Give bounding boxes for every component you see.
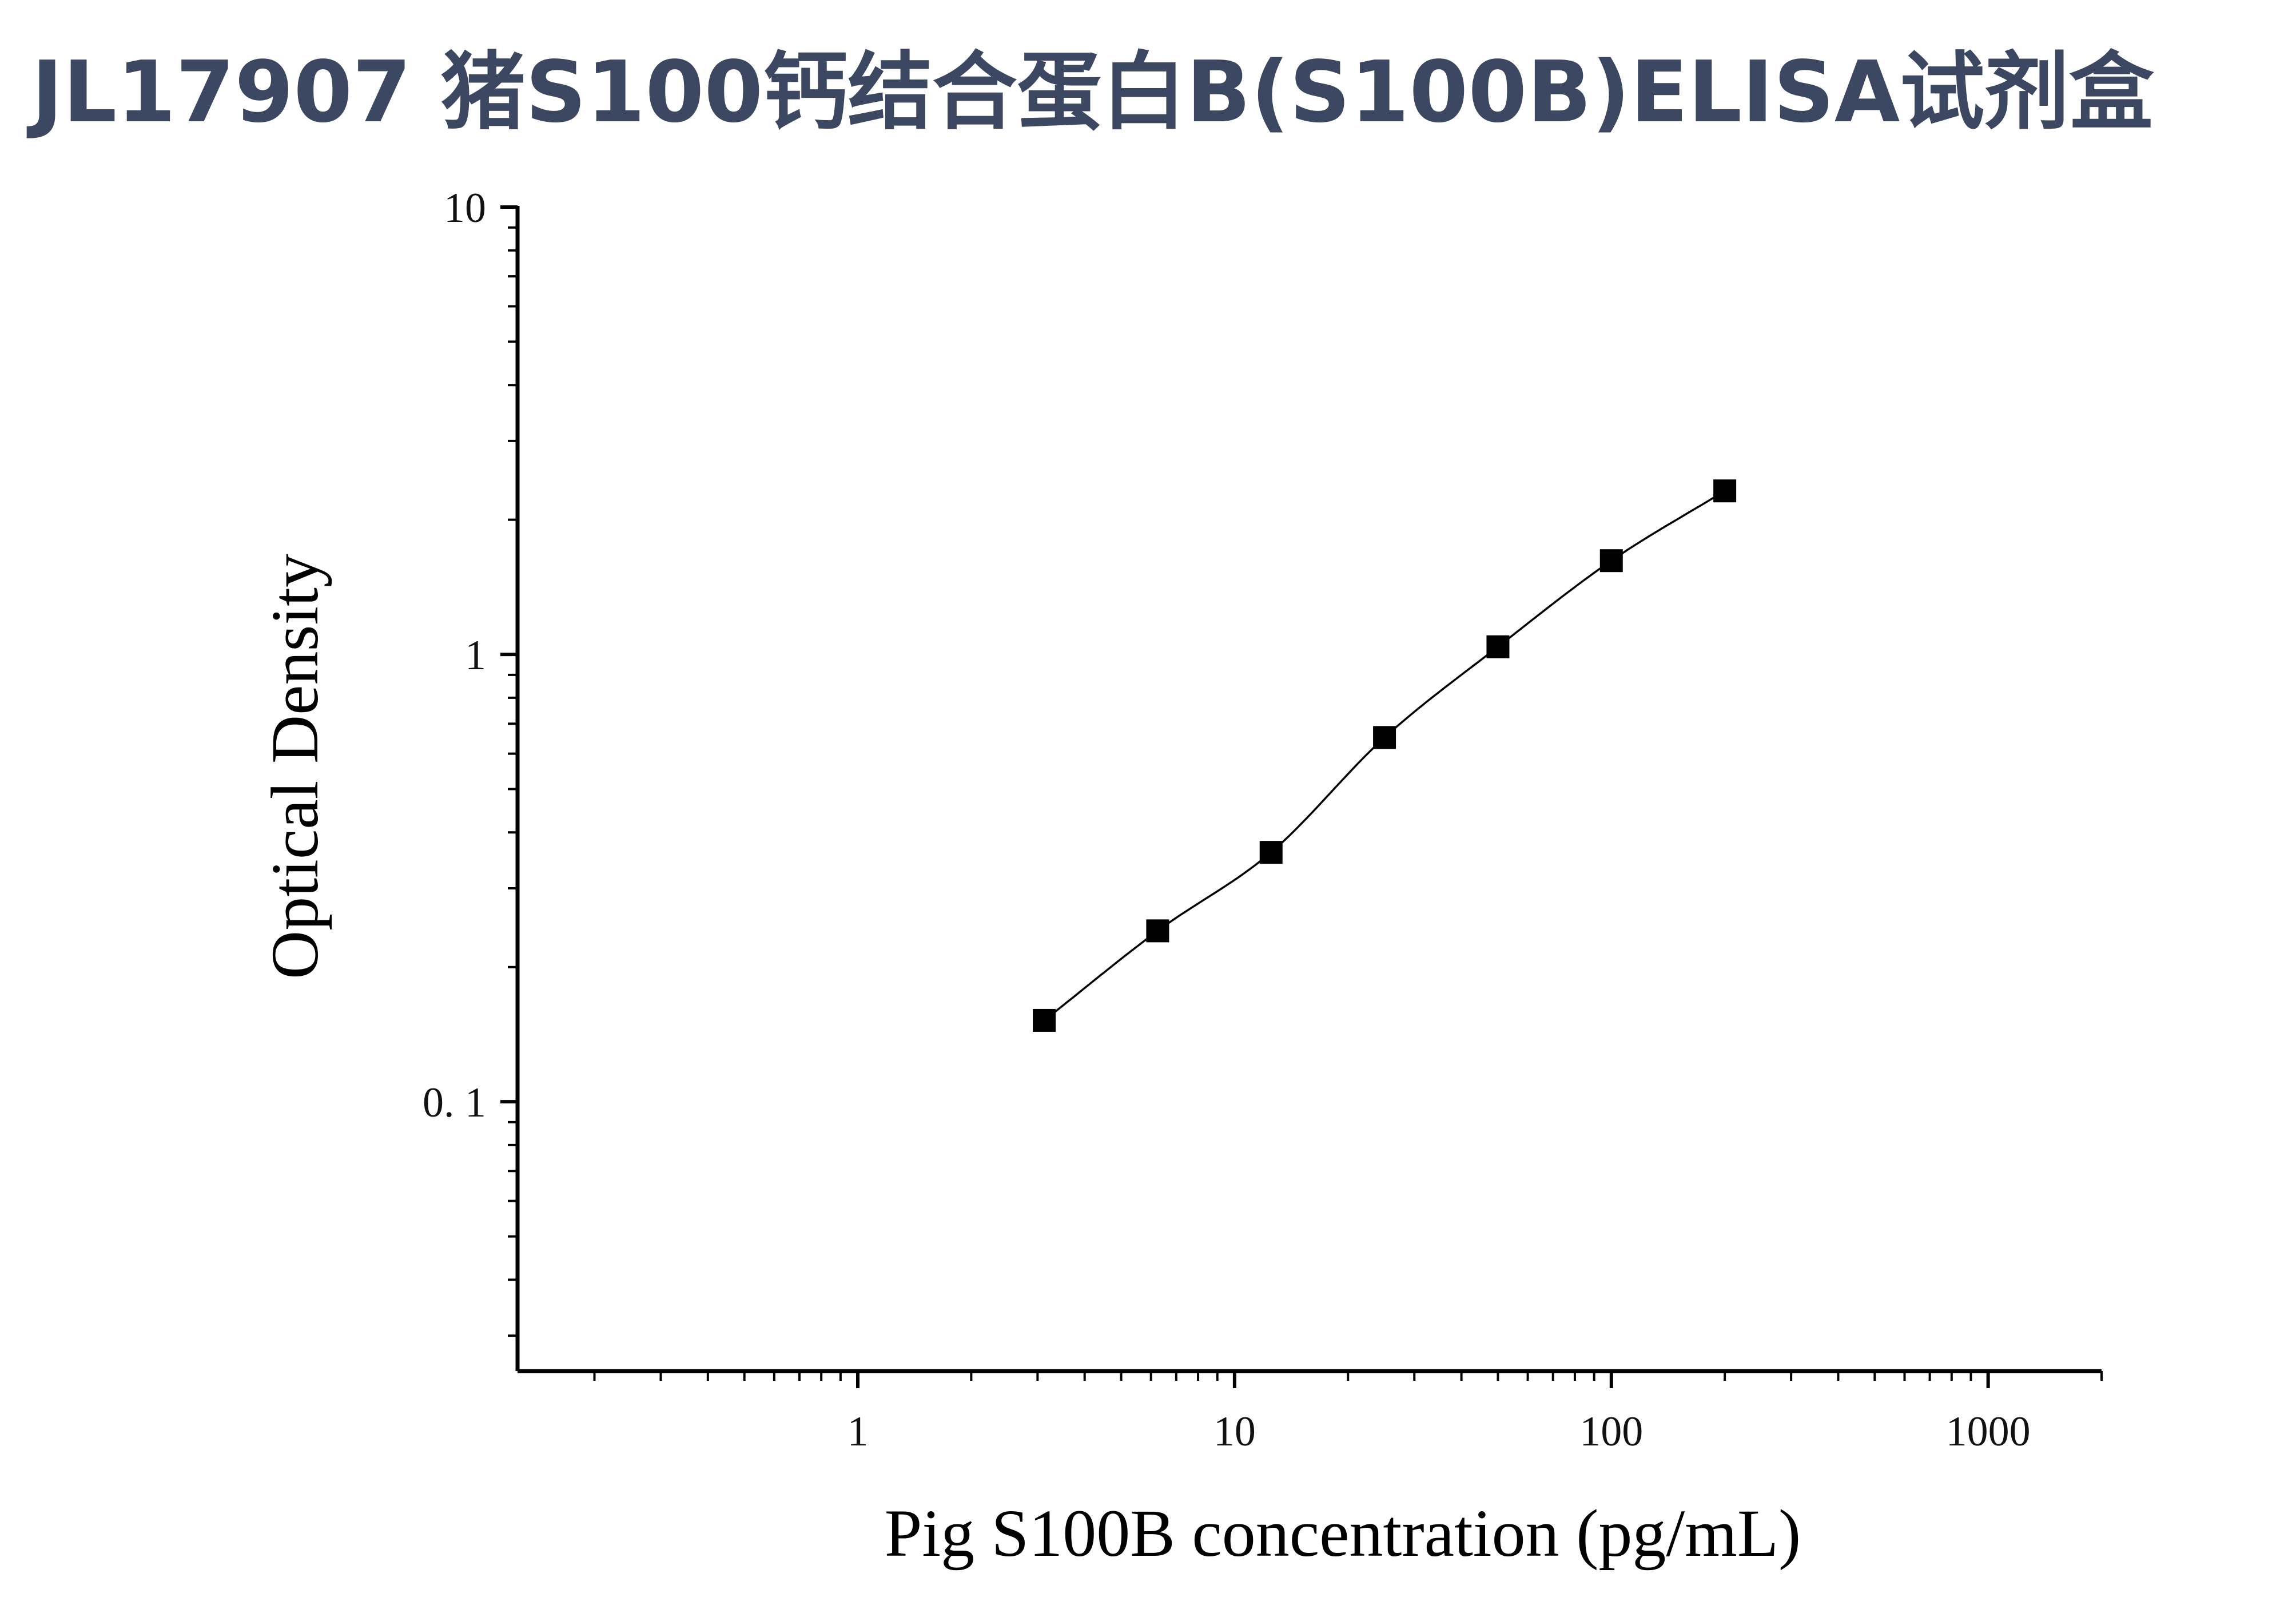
x-tick-label: 1000 bbox=[1946, 1408, 2031, 1455]
data-point bbox=[1713, 479, 1737, 503]
x-axis-title: Pig S100B concentration (pg/mL) bbox=[885, 1496, 1801, 1571]
y-tick-label: 0. 1 bbox=[423, 1079, 486, 1126]
x-tick-label: 100 bbox=[1579, 1408, 1643, 1455]
data-point bbox=[1033, 1008, 1056, 1032]
axes bbox=[515, 206, 2102, 1373]
data-point bbox=[1373, 726, 1396, 749]
y-axis-title: Optical Density bbox=[257, 554, 332, 979]
y-tick-label: 1 bbox=[465, 632, 486, 679]
y-tick-label: 10 bbox=[444, 185, 486, 232]
data-point bbox=[1146, 919, 1169, 943]
tick-labels: 1 10 100 1000 0. 1 1 10 bbox=[423, 185, 2031, 1455]
axis-ticks bbox=[500, 205, 2103, 1388]
data-point bbox=[1599, 549, 1623, 573]
data-points bbox=[1033, 479, 1737, 1032]
data-point bbox=[1486, 635, 1510, 658]
x-tick-label: 1 bbox=[847, 1408, 869, 1455]
x-tick-label: 10 bbox=[1213, 1408, 1256, 1455]
data-point bbox=[1259, 841, 1283, 864]
page-title: JL17907 猪S100钙结合蛋白B(S100B)ELISA试剂盒 bbox=[31, 43, 2154, 141]
